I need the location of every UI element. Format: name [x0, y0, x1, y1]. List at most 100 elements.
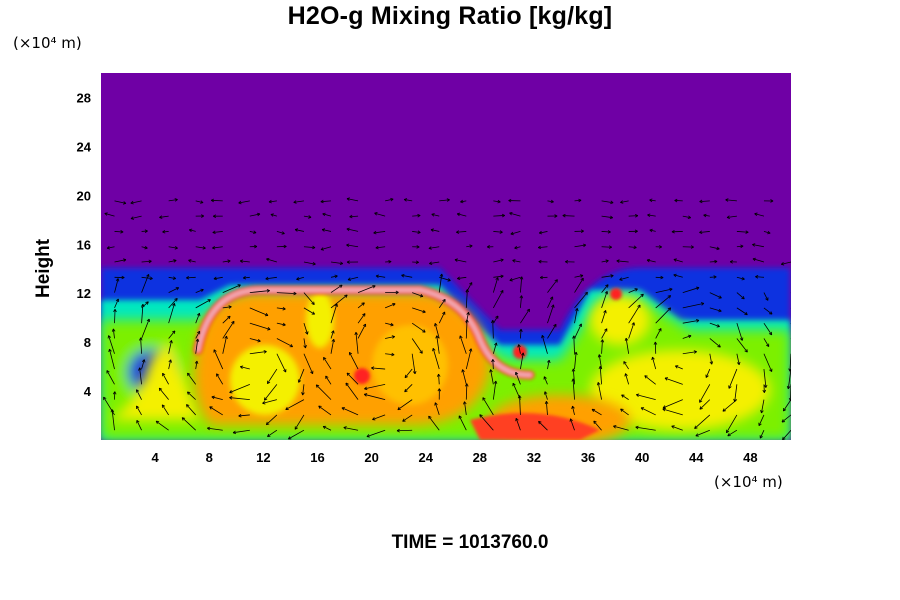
wind-vector-shaft [493, 200, 501, 203]
wind-vector-head [375, 274, 379, 279]
wind-vector-shaft [736, 307, 748, 316]
wind-vector-head [489, 369, 493, 373]
wind-vector-shaft [140, 337, 142, 354]
x-tick-label: 40 [635, 450, 649, 465]
wind-vector-head [253, 230, 257, 234]
wind-vector-head [111, 328, 116, 332]
wind-vector-head [348, 351, 353, 356]
wind-vector-shaft [574, 323, 582, 339]
wind-vector-shaft [573, 335, 575, 354]
wind-vector-head [716, 324, 720, 328]
wind-vector-shaft [411, 322, 426, 333]
wind-vector-head [130, 200, 134, 205]
wind-vector-head [104, 212, 108, 216]
wind-vector-head [538, 420, 542, 425]
wind-vector-head [372, 285, 376, 289]
wind-vector-shaft [790, 307, 791, 309]
wind-vector-head [688, 334, 692, 339]
wind-vector-shaft [539, 231, 548, 234]
wind-vector-head [371, 366, 375, 370]
wind-vector-head [188, 259, 192, 263]
wind-vector-head [603, 310, 607, 314]
wind-vector-shaft [343, 427, 359, 431]
wind-vector-shaft [371, 367, 386, 370]
wind-vector-shaft [547, 296, 554, 309]
wind-vector-shaft [412, 231, 421, 233]
wind-vector-head [390, 322, 394, 327]
wind-vector-head [526, 308, 530, 313]
wind-vector-shaft [233, 429, 250, 434]
wind-vector-head [140, 303, 145, 308]
wind-vector-head [456, 230, 460, 234]
wind-vector-head [554, 279, 558, 283]
wind-vector-head [565, 260, 569, 264]
wind-vector-shaft [114, 200, 127, 204]
wind-vector-head [136, 420, 140, 424]
wind-vector-shaft [238, 414, 250, 417]
wind-vector-head [584, 291, 588, 296]
wind-vector-shaft [130, 215, 142, 220]
wind-vector-head [466, 311, 470, 316]
wind-vector-shaft [644, 375, 656, 385]
wind-vector-shaft [195, 338, 199, 354]
wind-vector-head [788, 368, 791, 372]
wind-vector-head [795, 245, 798, 248]
wind-vector-shaft [303, 246, 316, 249]
wind-vector-head [610, 274, 614, 278]
wind-vector-shaft [114, 231, 124, 233]
wind-vector-shaft [574, 277, 584, 293]
wind-vector-head [188, 228, 193, 233]
wind-vector-shaft [168, 276, 176, 279]
wind-vector-shaft [512, 259, 521, 263]
wind-vector-head [168, 359, 172, 363]
wind-vector-head [346, 260, 350, 264]
wind-vector-shaft [401, 274, 413, 278]
wind-vector-shaft [628, 288, 638, 293]
wind-vector-shaft [249, 307, 269, 316]
wind-vector-shaft [195, 360, 198, 370]
field-layer-pink [193, 285, 535, 380]
wind-vector-shaft [790, 292, 791, 294]
wind-vector-shaft [229, 397, 250, 401]
wind-vector-head [266, 380, 271, 385]
wind-vector-shaft [276, 322, 286, 326]
wind-vector-shaft [492, 342, 497, 354]
wind-vector-shaft [276, 353, 287, 373]
wind-vector-head [266, 257, 270, 262]
wind-vector-shaft [512, 383, 521, 400]
wind-vector-head [509, 211, 513, 216]
wind-vector-shaft [103, 396, 115, 416]
wind-vector-shaft [168, 260, 177, 263]
wind-vector-head [107, 335, 112, 339]
wind-vector-shaft [465, 289, 468, 308]
wind-vector-head [162, 372, 166, 377]
wind-vector-head [162, 229, 166, 234]
wind-vector-shaft [346, 228, 359, 232]
wind-vector-shaft [492, 277, 499, 293]
wind-vector-shaft [266, 414, 278, 426]
wind-vector-shaft [276, 231, 285, 235]
wind-vector-shaft [755, 276, 764, 278]
wind-vector-head [239, 259, 244, 263]
wind-vector-shaft [315, 384, 332, 400]
wind-vector-shaft [636, 394, 656, 401]
wind-vector-head [495, 315, 499, 319]
wind-vector-shaft [464, 401, 467, 415]
wind-vector-shaft [155, 420, 169, 431]
wind-vector-head [268, 199, 272, 204]
wind-vector-shaft [763, 353, 773, 372]
wind-vector-head [257, 338, 261, 343]
wind-vector-head [539, 275, 544, 280]
wind-vector-head [538, 259, 542, 264]
wind-vector-shaft [372, 414, 386, 420]
wind-vector-head [653, 341, 658, 345]
wind-vector-shaft [591, 408, 602, 416]
wind-vector-head [372, 417, 376, 421]
wind-vector-head [144, 229, 148, 233]
wind-vector-head [769, 311, 773, 315]
wind-vector-shaft [493, 231, 503, 233]
wind-vector-shaft [675, 365, 683, 370]
field-shape [372, 325, 448, 405]
wind-vector-shaft [664, 377, 683, 385]
wind-vector-shaft [330, 284, 343, 293]
